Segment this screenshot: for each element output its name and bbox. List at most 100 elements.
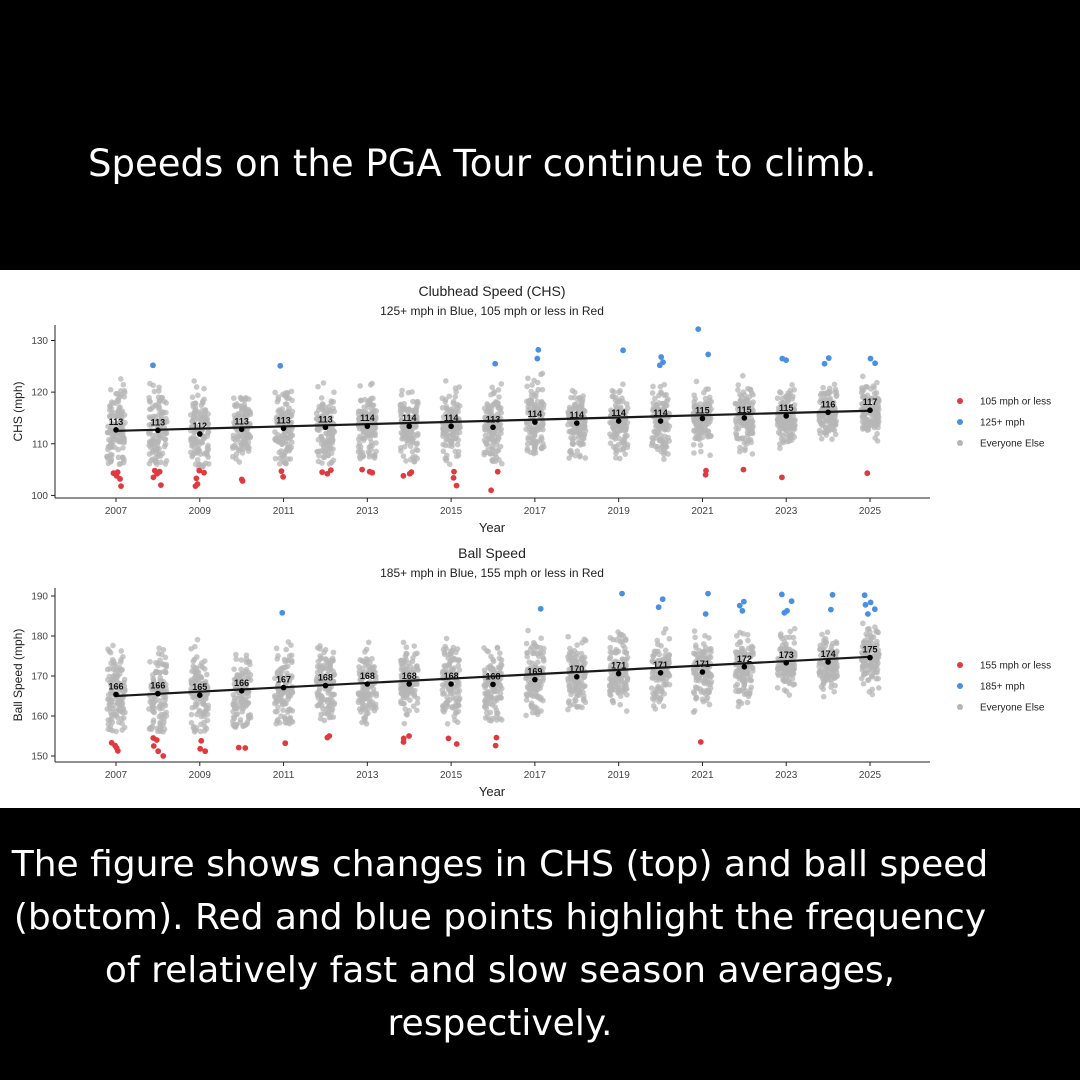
x-tick-label: 2011 — [273, 506, 295, 517]
gray-point — [691, 399, 697, 405]
gray-point — [408, 429, 415, 436]
gray-point — [150, 701, 156, 707]
gray-point — [786, 680, 792, 687]
gray-point — [288, 419, 295, 426]
gray-point — [453, 649, 459, 656]
gray-point — [284, 657, 290, 664]
gray-point — [198, 414, 205, 420]
blue-point — [277, 362, 284, 369]
gray-point — [193, 415, 199, 422]
x-tick-label: 2009 — [189, 770, 212, 781]
gray-point — [832, 412, 838, 418]
gray-point — [744, 441, 750, 447]
red-point — [108, 739, 115, 746]
gray-point — [118, 648, 125, 654]
mean-label: 115 — [695, 405, 710, 415]
gray-point — [324, 409, 331, 415]
gray-point — [531, 648, 538, 655]
gray-point — [578, 656, 585, 662]
mean-label: 166 — [108, 681, 123, 691]
gray-point — [244, 413, 250, 419]
gray-point — [497, 650, 503, 656]
gray-point — [362, 718, 368, 725]
red-point — [114, 469, 121, 476]
gray-point — [775, 429, 782, 436]
y-axis-title: CHS (mph) — [11, 381, 25, 441]
gray-point — [109, 727, 116, 734]
gray-point — [121, 676, 128, 683]
mean-point — [280, 425, 287, 432]
gray-point — [205, 454, 211, 460]
gray-point — [272, 694, 278, 701]
red-point — [697, 739, 704, 745]
headline: Speeds on the PGA Tour continue to climb… — [88, 142, 877, 185]
gray-point — [272, 675, 278, 682]
gray-point — [580, 689, 586, 696]
red-point — [453, 482, 460, 489]
gray-point — [873, 390, 880, 396]
gray-point — [787, 628, 794, 635]
gray-point — [204, 433, 211, 439]
gray-point — [739, 435, 745, 442]
gray-point — [748, 643, 755, 650]
gray-point — [582, 683, 588, 689]
red-point — [156, 468, 163, 475]
gray-point — [447, 659, 453, 665]
low-speed-points — [110, 466, 871, 494]
blue-point — [871, 606, 878, 613]
gray-point — [708, 649, 714, 655]
gray-point — [120, 381, 127, 388]
gray-point — [613, 394, 619, 401]
gray-point — [108, 715, 115, 722]
gray-point — [156, 445, 162, 452]
gray-point — [866, 689, 873, 695]
gray-point — [666, 672, 673, 679]
gray-point — [744, 631, 751, 638]
gray-point — [440, 703, 446, 710]
mean-label: 172 — [737, 654, 752, 664]
gray-point — [652, 395, 658, 402]
gray-point — [455, 701, 461, 708]
gray-point — [736, 448, 743, 455]
gray-point — [490, 656, 496, 663]
gray-point — [529, 382, 535, 388]
gray-point — [524, 445, 531, 452]
gray-point — [400, 453, 407, 459]
gray-point — [497, 665, 503, 672]
gray-point — [483, 702, 490, 708]
gray-point — [657, 696, 664, 703]
gray-point — [440, 691, 446, 697]
gray-point — [446, 686, 452, 692]
gray-point — [622, 423, 628, 430]
gray-point — [107, 442, 114, 449]
gray-point — [745, 385, 751, 392]
gray-point — [414, 695, 421, 702]
gray-point — [366, 451, 373, 458]
mean-label: 114 — [528, 409, 543, 419]
gray-point — [117, 376, 124, 382]
gray-point — [366, 401, 372, 408]
gray-point — [607, 440, 614, 446]
mean-point — [280, 684, 287, 691]
gray-point — [619, 638, 625, 645]
gray-point — [822, 429, 828, 436]
gray-point — [238, 666, 244, 673]
gray-point — [193, 384, 200, 390]
gray-point — [749, 424, 756, 431]
mean-point — [364, 681, 371, 687]
gray-point — [190, 441, 196, 448]
gray-point — [355, 699, 362, 706]
gray-point — [361, 690, 368, 697]
mean-label: 116 — [821, 399, 836, 409]
gray-point — [108, 696, 115, 703]
gray-point — [655, 675, 661, 681]
gray-point — [356, 425, 363, 432]
gray-point — [314, 702, 321, 709]
gray-point — [831, 381, 838, 388]
gray-point — [156, 451, 162, 457]
gray-point — [406, 660, 412, 666]
gray-point — [872, 435, 878, 441]
gray-point — [651, 692, 658, 698]
gray-point — [649, 390, 656, 396]
mean-point — [867, 654, 873, 661]
